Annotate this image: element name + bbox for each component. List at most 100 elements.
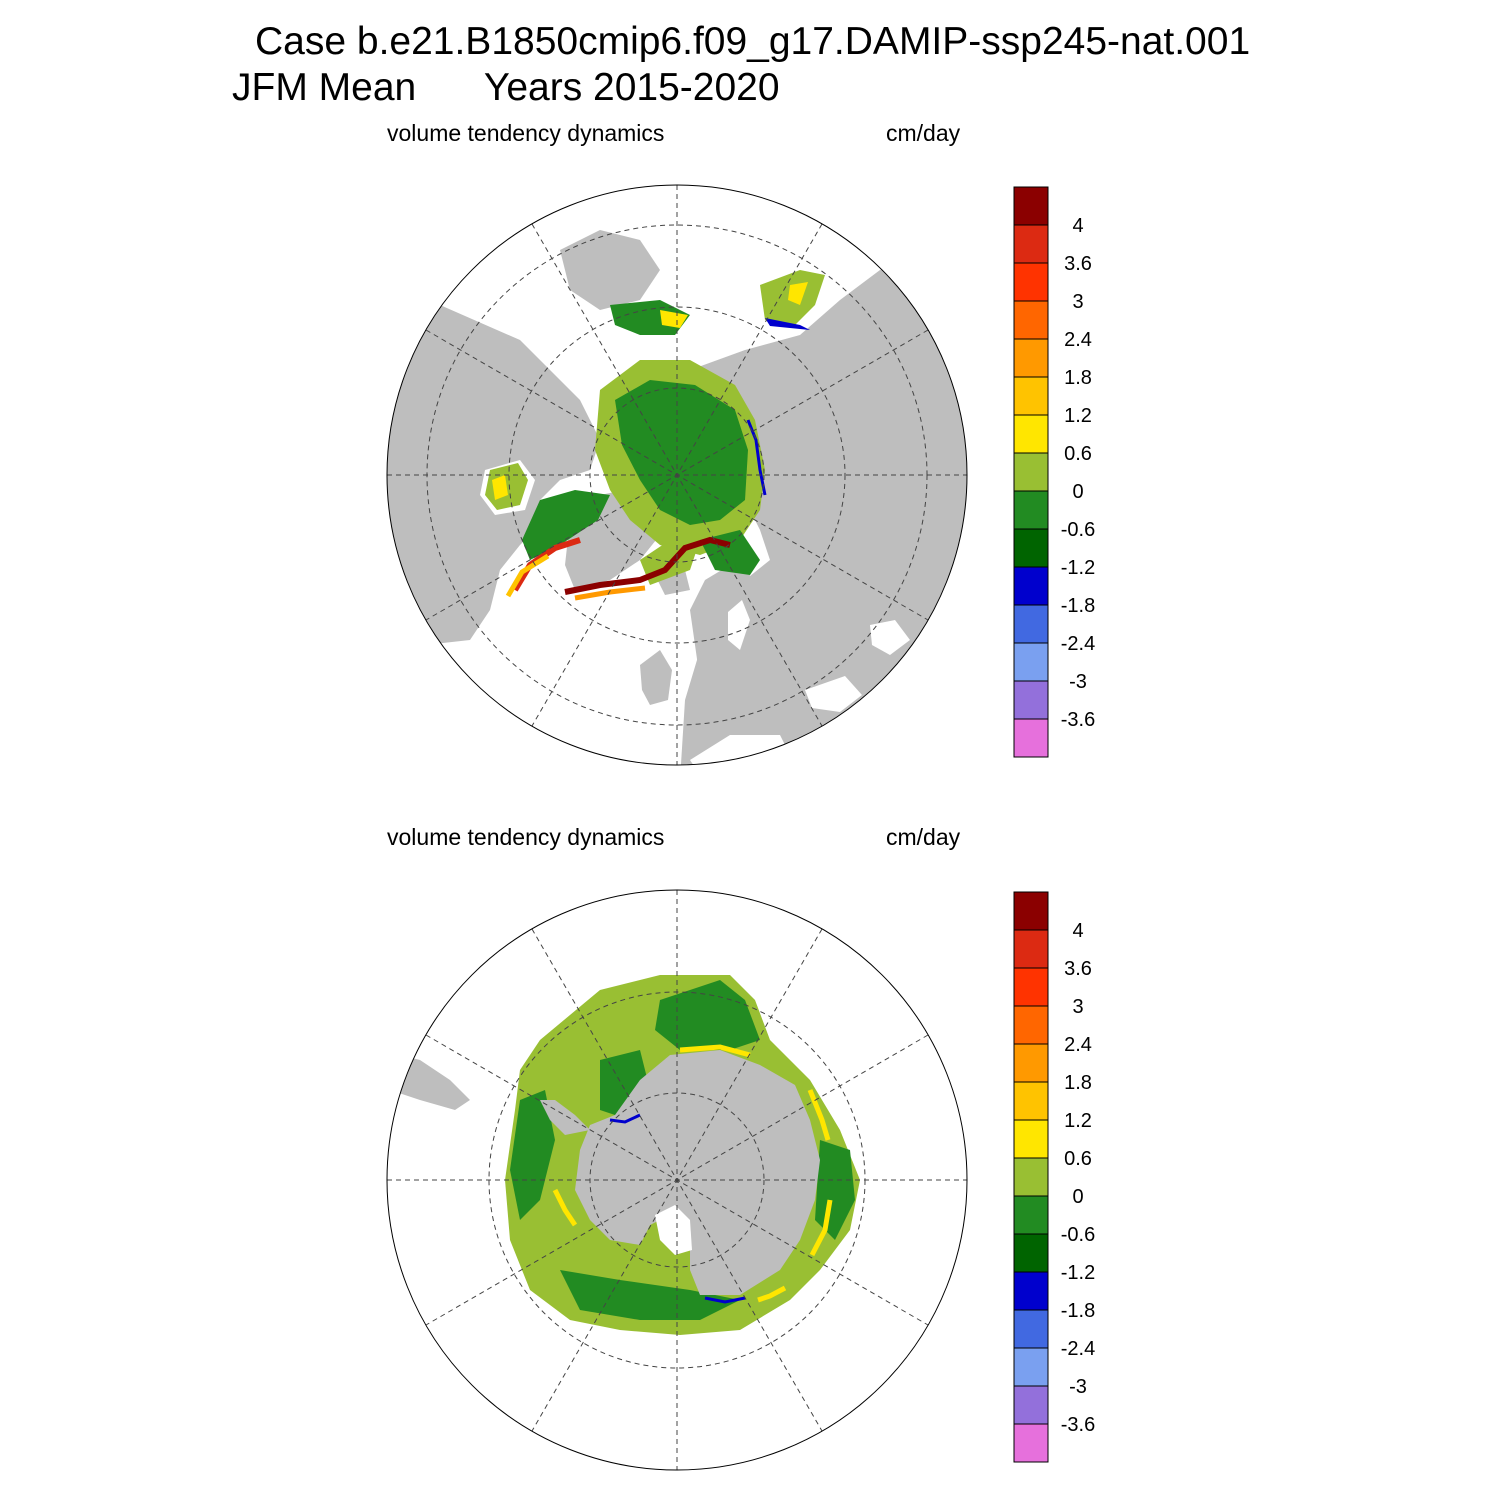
south-colorbar-swatch-11 <box>1013 1309 1049 1349</box>
north-lake <box>870 620 910 655</box>
north-colorbar-swatch-3 <box>1013 300 1049 340</box>
north-labrador-ice <box>522 490 610 560</box>
north-colorbar-tick-label: 1.2 <box>1064 405 1092 427</box>
north-baltic-sea <box>728 600 750 650</box>
north-colorbar-swatch-6 <box>1013 414 1049 454</box>
case-title: Case b.e21.B1850cmip6.f09_g17.DAMIP-ssp2… <box>255 20 1251 63</box>
north-greenland-edge-red <box>564 536 731 595</box>
south-colorbar-tick-label: 0.6 <box>1064 1148 1092 1170</box>
south-ross-shelf <box>655 1205 692 1255</box>
south-colorbar-tick-label: -1.2 <box>1061 1262 1095 1284</box>
north-alaska-land <box>560 230 660 310</box>
south-colorbar-swatch-4 <box>1013 1043 1049 1083</box>
south-map-content <box>387 975 860 1335</box>
south-graticule <box>387 890 967 1470</box>
south-edge-yellow-b <box>807 1089 831 1141</box>
north-colorbar-swatch-2 <box>1013 262 1049 302</box>
south-seaice-dark-c <box>560 1270 740 1320</box>
south-colorbar-swatch-14 <box>1013 1423 1049 1463</box>
north-arctic-ice-dark <box>615 380 748 525</box>
north-colorbar-swatch-10 <box>1013 566 1049 606</box>
south-edge-yellow-d <box>552 1188 578 1227</box>
south-colorbar-swatch-6 <box>1013 1119 1049 1159</box>
south-colorbar-swatch-9 <box>1013 1233 1049 1273</box>
south-colorbar-swatch-1 <box>1013 929 1049 969</box>
south-colorbar-swatch-10 <box>1013 1271 1049 1311</box>
south-colorbar: 4 3.6 3 2.4 1.8 1.2 0.6 0 -0.6 -1.2 -1.8 -2.4 -3 -3.6 <box>1013 891 1095 1463</box>
north-mediterranean <box>690 735 790 765</box>
south-colorbar-tick-label: -3 <box>1069 1376 1087 1398</box>
south-colorbar-tick-label: 2.4 <box>1064 1034 1092 1056</box>
south-colorbar-swatch-12 <box>1013 1347 1049 1387</box>
north-colorbar-swatch-13 <box>1013 680 1049 720</box>
north-colorbar-swatch-14 <box>1013 718 1049 758</box>
years-label: Years 2015-2020 <box>483 66 780 109</box>
season-label: JFM Mean <box>232 66 417 109</box>
north-colorbar-swatch-11 <box>1013 604 1049 644</box>
south-colorbar-tick-label: 3.6 <box>1064 958 1092 980</box>
north-polar-map <box>386 184 968 766</box>
north-colorbar-swatch-12 <box>1013 642 1049 682</box>
north-colorbar-tick-label: 4 <box>1072 215 1083 237</box>
south-colorbar-tick-label: 3 <box>1072 996 1083 1018</box>
south-colorbar-tick-label: -1.8 <box>1061 1300 1095 1322</box>
south-colorbar-swatch-5 <box>1013 1081 1049 1121</box>
north-bering-yellow <box>660 310 688 328</box>
south-colorbar-tick-label: -2.4 <box>1061 1338 1095 1360</box>
south-seaice-dark-b <box>510 1090 555 1220</box>
north-scandinavia-land <box>690 565 750 680</box>
north-okhotsk-blue <box>765 318 810 330</box>
north-colorbar-swatch-8 <box>1013 490 1049 530</box>
north-eurasia-land <box>680 240 967 765</box>
north-british-isles <box>640 650 672 705</box>
north-colorbar-tick-label: 3 <box>1072 291 1083 313</box>
south-edge-yellow-a <box>679 1044 751 1058</box>
south-colorbar-tick-label: 0 <box>1072 1186 1083 1208</box>
south-polar-map <box>386 889 968 1471</box>
south-colorbar-tick-label: 1.8 <box>1064 1072 1092 1094</box>
south-colorbar-swatch-2 <box>1013 967 1049 1007</box>
south-panel-units-label: cm/day <box>886 824 961 850</box>
north-colorbar-tick-label: -1.2 <box>1061 557 1095 579</box>
north-colorbar-tick-label: 0 <box>1072 481 1083 503</box>
north-okhotsk-yellow <box>788 282 808 305</box>
north-panel-units-label: cm/day <box>886 120 961 146</box>
south-colorbar-tick-label: 1.2 <box>1064 1110 1092 1132</box>
north-colorbar-swatch-1 <box>1013 224 1049 264</box>
north-map-border <box>386 184 968 766</box>
south-edge-blue-a <box>609 1113 641 1124</box>
south-antarctic-peninsula <box>540 1100 590 1135</box>
south-panel-variable-label: volume tendency dynamics <box>387 824 665 850</box>
north-hudson-yellow <box>492 475 508 500</box>
north-colorbar: 4 3.6 3 2.4 1.8 1.2 0.6 0 -0.6 -1.2 -1.8 -2.4 -3 -3.6 <box>1013 186 1095 758</box>
north-colorbar-swatch-7 <box>1013 452 1049 492</box>
season-title: JFM Mean Years 2015-2020 <box>232 66 780 110</box>
north-map-content <box>387 230 967 765</box>
north-greenland-edge-orange <box>574 585 646 601</box>
north-colorbar-tick-label: -3.6 <box>1061 709 1095 731</box>
south-antarctica-land <box>575 1050 820 1295</box>
north-colorbar-tick-label: 0.6 <box>1064 443 1092 465</box>
north-panel-variable-label: volume tendency dynamics <box>387 120 665 146</box>
south-colorbar-swatch-3 <box>1013 1005 1049 1045</box>
north-colorbar-swatch-5 <box>1013 376 1049 416</box>
north-colorbar-swatch-4 <box>1013 338 1049 378</box>
south-colorbar-tick-label: -3.6 <box>1061 1414 1095 1436</box>
north-colorbar-swatch-9 <box>1013 528 1049 568</box>
north-colorbar-tick-label: 2.4 <box>1064 329 1092 351</box>
south-edge-yellow-e <box>757 1285 787 1303</box>
north-colorbar-tick-label: 1.8 <box>1064 367 1092 389</box>
north-black-sea <box>805 676 862 712</box>
north-colorbar-tick-label: -1.8 <box>1061 595 1095 617</box>
north-colorbar-tick-label: -0.6 <box>1061 519 1095 541</box>
south-colorbar-tick-label: -0.6 <box>1061 1224 1095 1246</box>
south-colorbar-swatch-13 <box>1013 1385 1049 1425</box>
north-colorbar-tick-label: -3 <box>1069 671 1087 693</box>
south-colorbar-swatch-7 <box>1013 1157 1049 1197</box>
north-colorbar-tick-label: 3.6 <box>1064 253 1092 275</box>
south-map-border <box>386 889 968 1471</box>
north-labrador-edge-yellow <box>505 553 550 598</box>
south-seaice-dark-a <box>655 980 760 1050</box>
north-graticule <box>387 185 967 765</box>
